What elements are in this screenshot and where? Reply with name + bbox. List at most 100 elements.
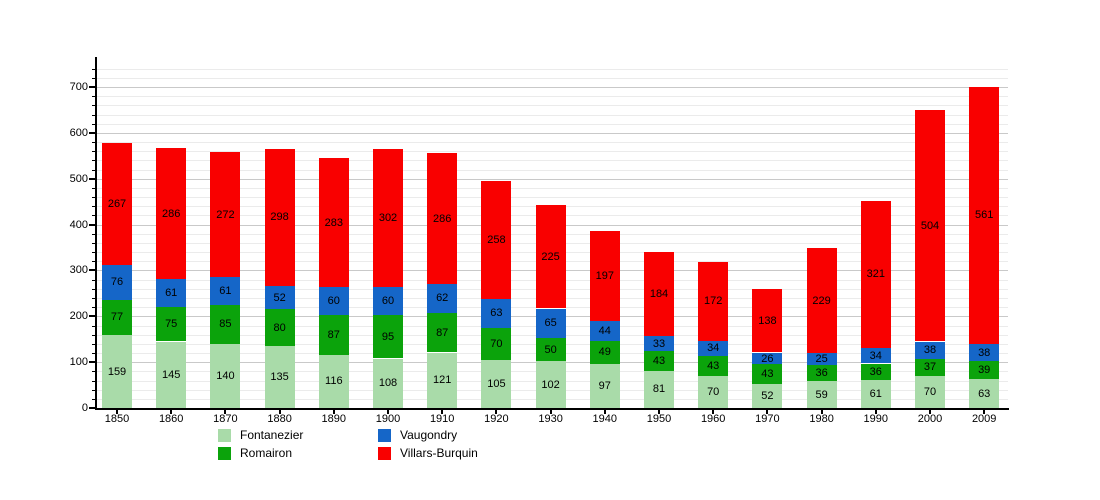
y-tick bbox=[89, 269, 96, 272]
x-tick-label: 1930 bbox=[538, 413, 563, 425]
legend-item-romairon: Romairon bbox=[218, 446, 292, 460]
y-minor-tick bbox=[92, 307, 96, 309]
x-tick bbox=[712, 410, 715, 414]
bar-value-label: 43 bbox=[707, 360, 720, 372]
bar-value-label: 61 bbox=[165, 287, 178, 300]
bar-segment-villars-burquin bbox=[752, 289, 783, 353]
bar-value-label: 63 bbox=[490, 307, 503, 320]
y-tick-label: 400 bbox=[69, 218, 88, 231]
bar-value-label: 70 bbox=[707, 385, 720, 398]
bar-segment-villars-burquin bbox=[481, 180, 512, 299]
bar-segment-vaugondry bbox=[806, 353, 837, 365]
x-tick-label: 1940 bbox=[592, 413, 618, 425]
y-minor-tick bbox=[92, 77, 96, 79]
bar-segment-fontanezier bbox=[969, 379, 1000, 408]
minor-gridline bbox=[97, 68, 1008, 70]
bar-value-label: 80 bbox=[273, 321, 286, 334]
bar-segment-villars-burquin bbox=[644, 251, 674, 336]
minor-gridline bbox=[97, 77, 1008, 79]
bar-value-label: 85 bbox=[219, 318, 232, 331]
bar-value-label: 61 bbox=[219, 284, 232, 297]
bar-segment-romairon bbox=[589, 341, 620, 364]
bar-segment-fontanezier bbox=[264, 346, 295, 408]
bar-value-label: 504 bbox=[920, 219, 940, 232]
legend-label: Romairon bbox=[240, 446, 293, 460]
y-minor-tick bbox=[92, 242, 96, 244]
x-tick bbox=[929, 410, 931, 414]
major-gridline bbox=[97, 132, 1008, 134]
bar-segment-vaugondry bbox=[318, 287, 349, 315]
bar-segment-villars-burquin bbox=[373, 148, 403, 288]
bar-value-label: 286 bbox=[433, 212, 452, 225]
minor-gridline bbox=[97, 187, 1008, 189]
bar-segment-vaugondry bbox=[210, 276, 241, 305]
bar-value-label: 145 bbox=[162, 368, 181, 381]
minor-gridline bbox=[97, 151, 1008, 153]
y-minor-tick bbox=[92, 398, 96, 400]
y-minor-tick bbox=[92, 343, 96, 345]
y-minor-tick bbox=[92, 353, 96, 354]
y-minor-tick bbox=[92, 279, 96, 281]
bar-value-label: 267 bbox=[107, 197, 127, 210]
x-tick-label: 2009 bbox=[971, 413, 997, 425]
bar-segment-villars-burquin bbox=[156, 148, 187, 280]
bar-segment-romairon bbox=[915, 358, 945, 376]
bar-value-label: 33 bbox=[652, 337, 666, 350]
bar-value-label: 36 bbox=[815, 366, 828, 379]
bar-segment-villars-burquin bbox=[698, 261, 729, 341]
y-tick bbox=[89, 361, 96, 364]
bar-segment-villars-burquin bbox=[915, 110, 945, 342]
bar-segment-fontanezier bbox=[698, 375, 729, 408]
bar-value-label: 59 bbox=[815, 388, 828, 401]
legend-swatch-vaugondry bbox=[378, 428, 391, 442]
y-tick bbox=[89, 407, 96, 409]
legend-label: Villars-Burquin bbox=[400, 446, 478, 460]
bar-value-label: 62 bbox=[436, 292, 449, 305]
bar-segment-romairon bbox=[806, 364, 837, 381]
y-tick-label: 0 bbox=[81, 402, 88, 414]
legend-item-fontanezier: Fontanezier bbox=[218, 428, 303, 442]
minor-gridline bbox=[97, 197, 1008, 199]
x-tick bbox=[170, 410, 173, 414]
bar-value-label: 76 bbox=[110, 276, 124, 289]
bar-segment-villars-burquin bbox=[427, 153, 458, 285]
x-tick bbox=[874, 410, 877, 414]
y-minor-tick bbox=[92, 297, 96, 299]
y-minor-tick bbox=[92, 123, 96, 125]
x-tick-label: 1870 bbox=[213, 413, 238, 425]
bar-segment-romairon bbox=[373, 314, 403, 359]
y-tick bbox=[89, 223, 96, 226]
bar-value-label: 116 bbox=[325, 375, 343, 388]
bar-segment-romairon bbox=[860, 363, 891, 380]
bar-value-label: 38 bbox=[978, 346, 991, 359]
bar-value-label: 108 bbox=[378, 377, 398, 390]
bar-segment-villars-burquin bbox=[264, 148, 295, 286]
bar-value-label: 25 bbox=[815, 352, 828, 365]
bar-value-label: 70 bbox=[923, 385, 937, 398]
bar-segment-vaugondry bbox=[264, 285, 295, 310]
bar-value-label: 36 bbox=[869, 365, 882, 378]
bar-segment-vaugondry bbox=[752, 352, 783, 365]
x-tick-label: 1880 bbox=[267, 413, 292, 425]
bar-value-label: 105 bbox=[487, 377, 506, 390]
bar-value-label: 298 bbox=[270, 211, 289, 224]
bar-segment-vaugondry bbox=[860, 347, 891, 364]
bar-segment-fontanezier bbox=[373, 358, 403, 408]
bar-segment-romairon bbox=[264, 309, 295, 347]
y-minor-tick bbox=[92, 334, 96, 336]
bar-segment-romairon bbox=[969, 361, 1000, 380]
bar-value-label: 283 bbox=[324, 216, 343, 229]
bar-segment-fontanezier bbox=[102, 335, 132, 408]
bar-value-label: 37 bbox=[923, 361, 937, 374]
bar-value-label: 140 bbox=[216, 369, 235, 382]
bar-value-label: 258 bbox=[487, 233, 506, 246]
y-tick bbox=[89, 131, 96, 134]
y-minor-tick bbox=[92, 252, 96, 254]
y-minor-tick bbox=[92, 325, 96, 327]
bar-segment-vaugondry bbox=[373, 287, 403, 315]
bar-value-label: 52 bbox=[761, 390, 774, 403]
legend-label: Fontanezier bbox=[240, 428, 304, 442]
x-tick-label: 1990 bbox=[863, 413, 889, 425]
y-minor-tick bbox=[92, 151, 96, 153]
bar-value-label: 135 bbox=[270, 371, 289, 383]
